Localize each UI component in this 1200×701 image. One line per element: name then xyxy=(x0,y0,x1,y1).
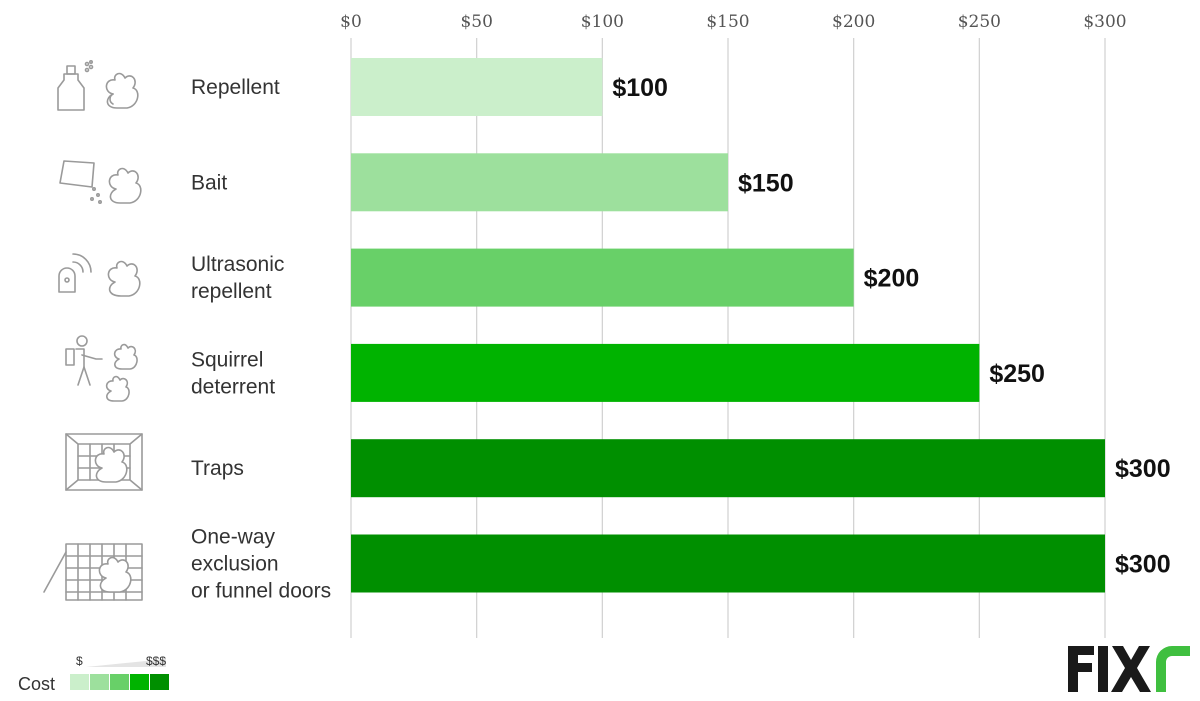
category-label: Bait xyxy=(191,171,227,194)
value-label: $250 xyxy=(989,360,1045,388)
legend-swatch xyxy=(130,674,149,690)
legend-swatch xyxy=(150,674,169,690)
value-labels: $100 $150 $200 $250 $300 $300 xyxy=(612,74,1170,579)
category-label-line: Bait xyxy=(191,171,227,194)
x-tick-label: $50 xyxy=(460,12,492,32)
bar xyxy=(351,439,1105,498)
legend-title: Cost xyxy=(18,674,56,694)
legend-high-label: $$$ xyxy=(146,654,167,668)
category-icons xyxy=(43,59,143,601)
category-label-line: One-way xyxy=(191,526,276,549)
bar xyxy=(351,534,1105,593)
spray-squirrel-icon xyxy=(57,59,139,111)
value-label: $300 xyxy=(1115,455,1171,483)
value-label: $300 xyxy=(1115,551,1171,579)
bar xyxy=(351,248,854,307)
bar xyxy=(351,153,728,212)
exterminator-squirrel-icon xyxy=(65,335,138,402)
ultrasonic-squirrel-icon xyxy=(58,253,141,297)
value-label: $150 xyxy=(738,169,794,197)
x-tick-labels: $0 $50 $100 $150 $200 $250 $300 xyxy=(340,12,1126,32)
legend-low-label: $ xyxy=(76,654,83,668)
bar-chart: $0 $50 $100 $150 $200 $250 $300 xyxy=(43,12,1171,638)
category-label: Ultrasonic repellent xyxy=(191,253,284,303)
legend-wedge-icon xyxy=(86,659,166,667)
value-label: $200 xyxy=(864,265,920,293)
bar xyxy=(351,58,603,116)
category-label: One-way exclusion or funnel doors xyxy=(191,526,331,603)
legend-swatch xyxy=(90,674,109,690)
category-label-line: Repellent xyxy=(191,76,280,99)
category-label: Traps xyxy=(191,457,244,480)
category-label-line: deterrent xyxy=(191,375,275,398)
exclusion-door-squirrel-icon xyxy=(43,543,143,601)
grid-layer xyxy=(350,38,1106,638)
bar xyxy=(351,343,980,402)
fixr-logo xyxy=(1068,646,1190,692)
x-tick-label: $0 xyxy=(340,12,362,32)
legend-swatches xyxy=(70,674,170,690)
legend-swatch xyxy=(70,674,89,690)
x-tick-label: $200 xyxy=(832,12,875,32)
x-tick-label: $250 xyxy=(958,12,1001,32)
trap-squirrel-icon xyxy=(65,433,143,491)
category-label-line: repellent xyxy=(191,280,272,303)
category-labels: Repellent Bait Ultrasonic repellent Squirrel… xyxy=(191,76,331,603)
category-label: Squirrel deterrent xyxy=(191,348,275,398)
bait-squirrel-icon xyxy=(59,160,142,204)
x-tick-label: $100 xyxy=(581,12,624,32)
category-label-line: Ultrasonic xyxy=(191,253,284,276)
category-label-line: exclusion xyxy=(191,553,279,576)
value-label: $100 xyxy=(612,74,668,102)
category-label-line: Squirrel xyxy=(191,348,263,371)
category-label: Repellent xyxy=(191,76,280,99)
legend-swatch xyxy=(110,674,129,690)
cost-legend: $ $$$ Cost xyxy=(18,654,178,694)
category-label-line: Traps xyxy=(191,457,244,480)
category-label-line: or funnel doors xyxy=(191,580,331,603)
x-tick-label: $300 xyxy=(1083,12,1126,32)
x-tick-label: $150 xyxy=(706,12,749,32)
bars xyxy=(351,58,1105,593)
